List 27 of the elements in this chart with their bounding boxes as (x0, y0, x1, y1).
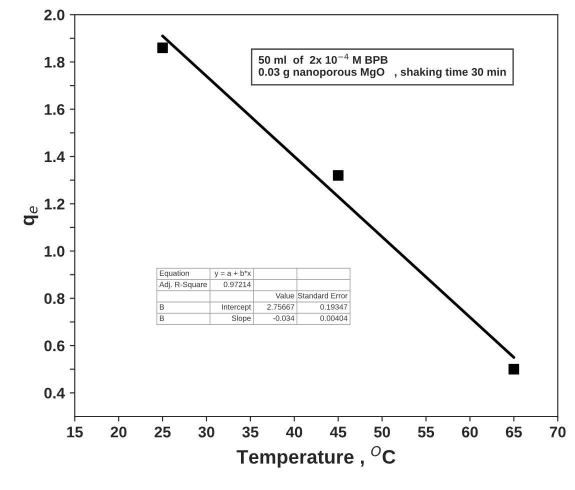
y-tick-label: 0.6 (44, 340, 64, 352)
y-tick-label: 0.8 (44, 293, 65, 304)
point (157, 42, 168, 54)
x-tick-label: 25 (154, 426, 171, 438)
x-axis-title: Temperature , $^{O}$C (236, 446, 396, 468)
x-tick-label: 55 (418, 426, 434, 438)
y-tick-label: 0.4 (44, 388, 65, 399)
x-tick-label: 65 (506, 426, 522, 438)
x-tick-label: 50 (374, 426, 390, 438)
x-tick-label: 30 (198, 426, 214, 438)
y-tick-label: 1.2 (44, 198, 64, 210)
x-tick-label: 45 (330, 426, 346, 438)
y-tick-label: 1.0 (44, 246, 64, 257)
point (332, 170, 344, 181)
x-tick-label: 20 (110, 426, 127, 438)
y-tick-label: 1.8 (44, 56, 65, 68)
y-tick-label: 2.0 (44, 10, 64, 20)
y-tick-label: 1.4 (44, 152, 65, 162)
x-tick-label: 35 (242, 426, 258, 438)
x-tick-label: 60 (462, 426, 478, 438)
x-tick-label: 40 (286, 426, 302, 438)
point (508, 364, 520, 375)
x-tick-label: 15 (67, 426, 83, 438)
y-tick-label: 1.6 (44, 104, 64, 115)
annotation: 50 ml of 2x 10$^{−4}$ M BPB 0.03 g nanoporous MgO , shaking time 30 min (258, 54, 506, 78)
y-axis-title: q$_{e}$ (24, 206, 38, 226)
x-tick-label: 70 (550, 426, 566, 438)
